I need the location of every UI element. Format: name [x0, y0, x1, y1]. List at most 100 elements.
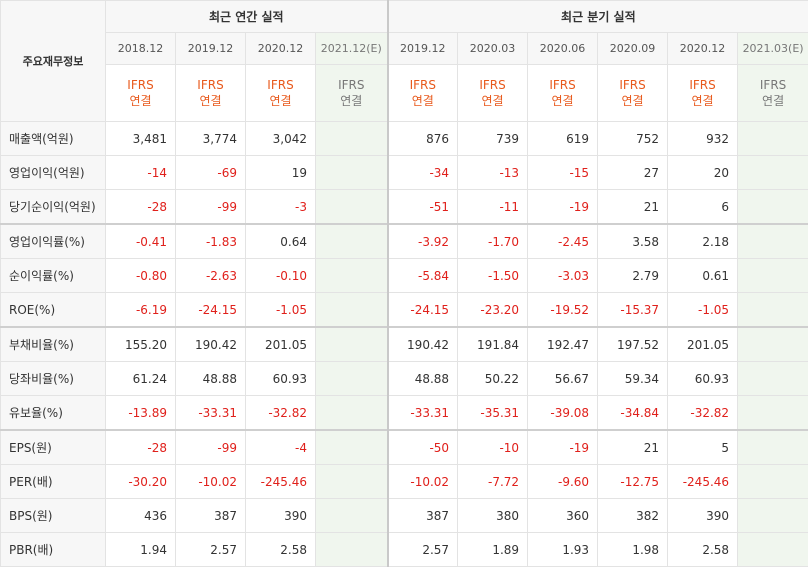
quarterly-value-cell: -23.20 [458, 293, 528, 328]
quarterly-value-cell: -32.82 [668, 396, 738, 431]
quarterly-value-cell: 2.79 [598, 259, 668, 293]
quarterly-value-cell: 2.57 [388, 533, 458, 567]
standard-line1: IFRS [246, 77, 315, 93]
row-label: 영업이익률(%) [1, 224, 106, 259]
quarterly-value-cell: -34.84 [598, 396, 668, 431]
quarterly-value-cell: -2.45 [528, 224, 598, 259]
quarterly-value-cell: -5.84 [388, 259, 458, 293]
quarterly-value-cell: -3.03 [528, 259, 598, 293]
row-label: 매출액(억원) [1, 122, 106, 156]
quarterly-value-cell: 190.42 [388, 327, 458, 362]
period-annual-2: 2020.12 [246, 33, 316, 65]
period-annual-1: 2019.12 [176, 33, 246, 65]
annual-value-cell [316, 190, 388, 225]
annual-value-cell: 436 [106, 499, 176, 533]
quarterly-value-cell: 27 [598, 156, 668, 190]
annual-value-cell: -32.82 [246, 396, 316, 431]
annual-value-cell [316, 259, 388, 293]
row-label: 당기순이익(억원) [1, 190, 106, 225]
annual-value-cell: 61.24 [106, 362, 176, 396]
annual-value-cell: -245.46 [246, 465, 316, 499]
quarterly-value-cell: 2.58 [668, 533, 738, 567]
quarterly-value-cell: 5 [668, 430, 738, 465]
annual-value-cell: 19 [246, 156, 316, 190]
annual-value-cell [316, 396, 388, 431]
row-label-header: 주요재무정보 [1, 1, 106, 122]
annual-value-cell: -99 [176, 430, 246, 465]
annual-value-cell: -3 [246, 190, 316, 225]
row-label: 영업이익(억원) [1, 156, 106, 190]
quarterly-value-cell [738, 533, 808, 567]
annual-value-cell: -1.05 [246, 293, 316, 328]
period-quarterly-4: 2020.12 [668, 33, 738, 65]
row-label: EPS(원) [1, 430, 106, 465]
annual-value-cell: -14 [106, 156, 176, 190]
quarterly-value-cell [738, 293, 808, 328]
annual-value-cell: -0.80 [106, 259, 176, 293]
annual-value-cell: 387 [176, 499, 246, 533]
standard-line2: 연결 [458, 93, 527, 109]
quarterly-value-cell: -50 [388, 430, 458, 465]
quarterly-value-cell: 387 [388, 499, 458, 533]
annual-value-cell [316, 327, 388, 362]
quarterly-value-cell: 21 [598, 190, 668, 225]
annual-value-cell [316, 293, 388, 328]
annual-value-cell: -6.19 [106, 293, 176, 328]
quarterly-value-cell: -51 [388, 190, 458, 225]
quarterly-value-cell: 380 [458, 499, 528, 533]
quarterly-value-cell: 876 [388, 122, 458, 156]
period-quarterly-3: 2020.09 [598, 33, 668, 65]
quarterly-value-cell [738, 190, 808, 225]
standard-line2: 연결 [106, 93, 175, 109]
annual-header: 최근 연간 실적 [106, 1, 388, 33]
quarterly-value-cell [738, 259, 808, 293]
quarterly-value-cell: -11 [458, 190, 528, 225]
quarterly-value-cell: 2.18 [668, 224, 738, 259]
quarterly-value-cell [738, 122, 808, 156]
quarterly-value-cell: -19 [528, 190, 598, 225]
annual-value-cell: 3,042 [246, 122, 316, 156]
annual-value-cell: 1.94 [106, 533, 176, 567]
row-label: BPS(원) [1, 499, 106, 533]
annual-value-cell: -0.10 [246, 259, 316, 293]
standard-line2: 연결 [389, 93, 458, 109]
quarterly-value-cell: 1.93 [528, 533, 598, 567]
annual-value-cell [316, 156, 388, 190]
annual-value-cell [316, 362, 388, 396]
annual-value-cell: 3,481 [106, 122, 176, 156]
row-label: 당좌비율(%) [1, 362, 106, 396]
quarterly-value-cell: -39.08 [528, 396, 598, 431]
annual-value-cell: 60.93 [246, 362, 316, 396]
quarterly-value-cell: -19.52 [528, 293, 598, 328]
quarterly-value-cell: 382 [598, 499, 668, 533]
standard-line2: 연결 [528, 93, 597, 109]
annual-value-cell: 3,774 [176, 122, 246, 156]
standard-line2: 연결 [246, 93, 315, 109]
annual-value-cell [316, 224, 388, 259]
quarterly-value-cell: 192.47 [528, 327, 598, 362]
quarterly-value-cell: -9.60 [528, 465, 598, 499]
annual-value-cell: 190.42 [176, 327, 246, 362]
period-quarterly-5: 2021.03(E) [738, 33, 808, 65]
quarterly-value-cell: -13 [458, 156, 528, 190]
annual-value-cell: 48.88 [176, 362, 246, 396]
standard-line2: 연결 [668, 93, 737, 109]
row-label: 부채비율(%) [1, 327, 106, 362]
quarterly-value-cell: -7.72 [458, 465, 528, 499]
row-label: PBR(배) [1, 533, 106, 567]
standard-line1: IFRS [738, 77, 808, 93]
